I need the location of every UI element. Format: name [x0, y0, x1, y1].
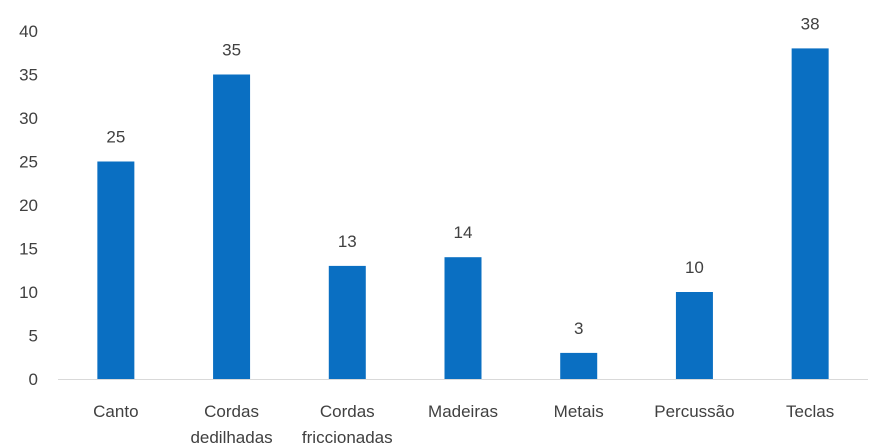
bar: [675, 292, 713, 379]
y-tick-label: 30: [19, 109, 38, 128]
data-label: 35: [222, 41, 241, 60]
x-category-label: Madeiras: [428, 402, 498, 421]
data-label: 38: [801, 14, 820, 33]
x-category-label-line: Madeiras: [428, 402, 498, 421]
x-category-label-line: friccionadas: [302, 428, 393, 447]
data-label: 10: [685, 258, 704, 277]
data-label: 13: [338, 232, 357, 251]
x-category-label-line: Metais: [554, 402, 604, 421]
y-tick-label: 5: [29, 327, 38, 346]
data-label: 14: [454, 223, 473, 242]
y-tick-label: 25: [19, 153, 38, 172]
bar: [791, 48, 829, 380]
bar: [213, 74, 251, 379]
x-category-label-line: Teclas: [786, 402, 834, 421]
data-label: 3: [574, 319, 583, 338]
x-category-label-line: Percussão: [654, 402, 734, 421]
bar: [97, 161, 135, 379]
x-category-label: Canto: [93, 402, 138, 421]
bars: [97, 48, 829, 380]
data-label: 25: [106, 128, 125, 147]
y-tick-label: 10: [19, 283, 38, 302]
x-category-label: Cordas dedilhadas: [190, 402, 272, 447]
x-category-label: Teclas: [786, 402, 834, 421]
x-category-label: Percussão: [654, 402, 734, 421]
y-tick-label: 20: [19, 196, 38, 215]
bar: [560, 352, 598, 379]
y-axis-ticks: 0 5 10 15 20 25 30 35 40: [19, 22, 38, 389]
x-category-label: Metais: [554, 402, 604, 421]
x-category-label-line: dedilhadas: [190, 428, 272, 447]
y-tick-label: 0: [29, 370, 38, 389]
bar: [328, 265, 366, 379]
data-labels: 25 35 13 14 3 10 38: [106, 14, 820, 338]
x-category-label-line: Cordas: [204, 402, 259, 421]
y-tick-label: 15: [19, 240, 38, 259]
y-tick-label: 35: [19, 66, 38, 85]
bar: [444, 257, 482, 379]
category-labels: Canto Cordas dedilhadas Cordas friccionadas M…: [93, 402, 834, 447]
y-tick-label: 40: [19, 22, 38, 41]
x-category-label-line: Canto: [93, 402, 138, 421]
x-category-label: Cordas friccionadas: [302, 402, 393, 447]
x-category-label-line: Cordas: [320, 402, 375, 421]
